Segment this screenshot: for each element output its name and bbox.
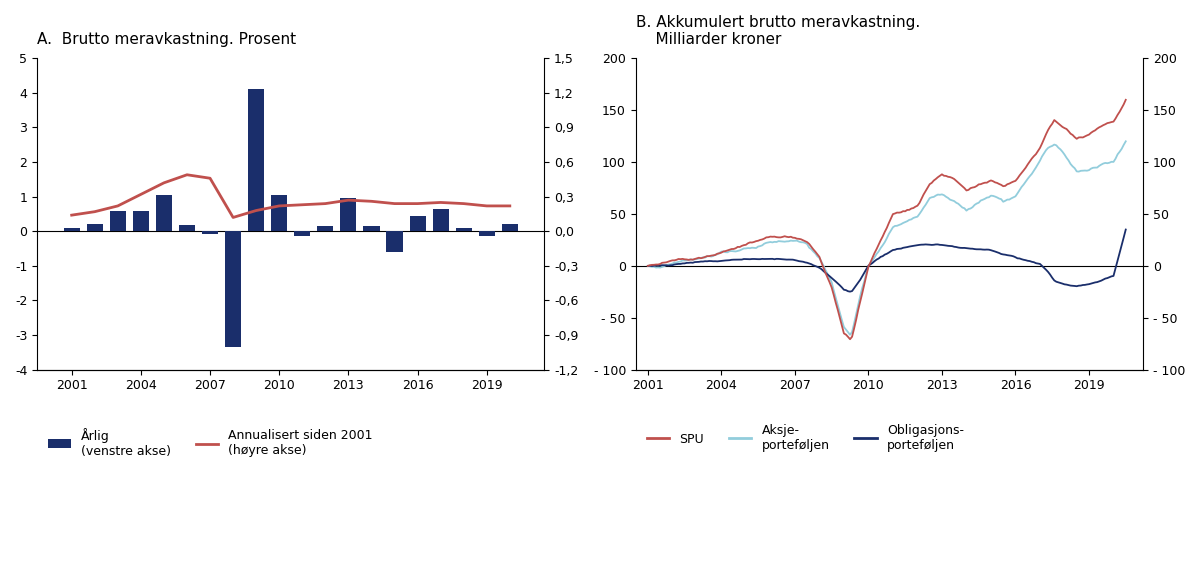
Bar bbox=[179, 225, 196, 231]
Legend: SPU, Aksje-
porteføljen, Obligasjons-
porteføljen: SPU, Aksje- porteføljen, Obligasjons- po… bbox=[642, 419, 968, 457]
Bar bbox=[294, 231, 311, 236]
Legend: Årlig
(venstre akse), Annualisert siden 2001
(høyre akse): Årlig (venstre akse), Annualisert siden … bbox=[43, 423, 378, 463]
Bar bbox=[341, 199, 356, 231]
Bar bbox=[248, 89, 264, 231]
Bar bbox=[456, 228, 472, 231]
Bar bbox=[64, 228, 79, 231]
Bar bbox=[226, 231, 241, 347]
Bar bbox=[409, 216, 426, 231]
Bar bbox=[202, 231, 218, 234]
Bar bbox=[364, 226, 379, 231]
Bar bbox=[271, 195, 287, 231]
Bar bbox=[386, 231, 402, 252]
Bar bbox=[86, 225, 103, 231]
Bar bbox=[502, 225, 518, 231]
Bar bbox=[109, 211, 126, 231]
Bar bbox=[156, 195, 172, 231]
Text: A.  Brutto meravkastning. Prosent: A. Brutto meravkastning. Prosent bbox=[37, 32, 296, 47]
Bar bbox=[432, 209, 449, 231]
Bar bbox=[479, 231, 494, 236]
Text: B. Akkumulert brutto meravkastning.
    Milliarder kroner: B. Akkumulert brutto meravkastning. Mill… bbox=[636, 15, 920, 47]
Bar bbox=[317, 226, 334, 231]
Bar bbox=[133, 211, 149, 231]
